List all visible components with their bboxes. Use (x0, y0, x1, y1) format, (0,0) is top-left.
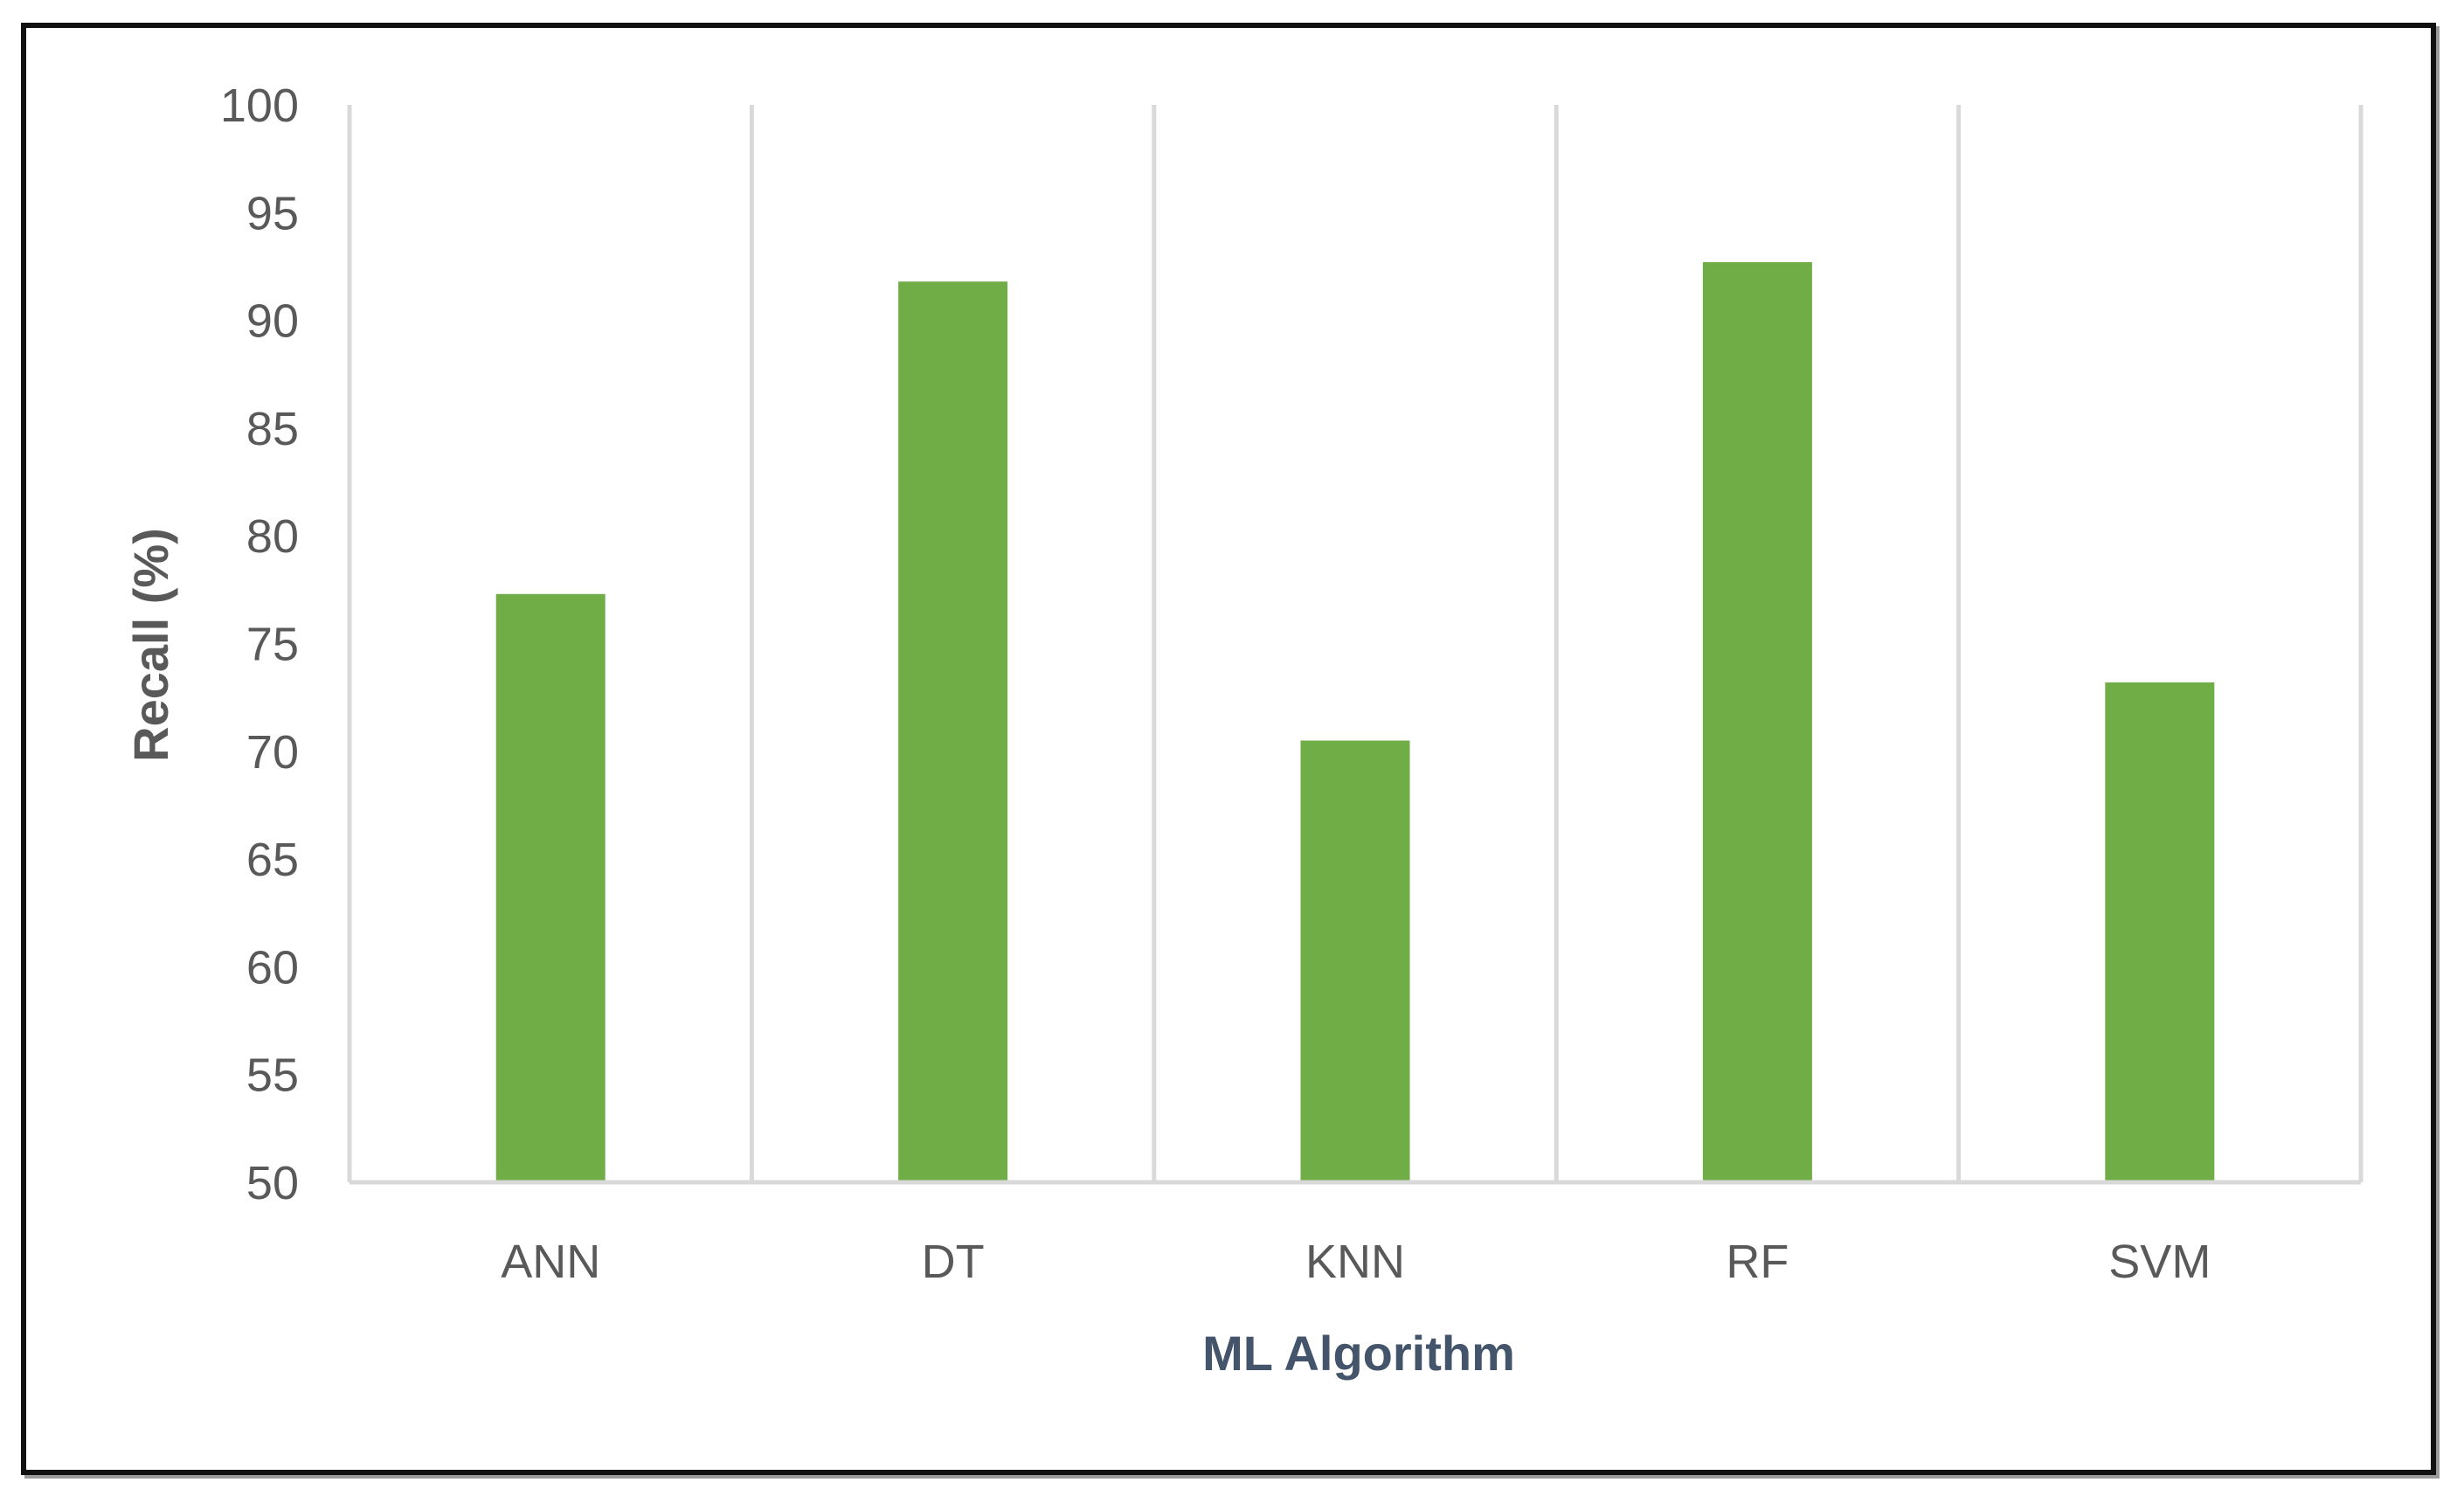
y-tick-label: 100 (220, 80, 299, 132)
x-tick-label: DT (922, 1236, 985, 1288)
x-tick-label: SVM (2108, 1236, 2211, 1288)
x-tick-label: RF (1726, 1236, 1789, 1288)
x-tick-label: ANN (501, 1236, 600, 1288)
y-tick-label: 65 (246, 834, 299, 886)
y-tick-label: 50 (246, 1157, 299, 1209)
y-tick-label: 80 (246, 510, 299, 563)
gridlines (347, 105, 2364, 1182)
x-tick-label: KNN (1305, 1236, 1405, 1288)
x-axis-title: ML Algorithm (1202, 1326, 1515, 1381)
y-tick-label: 90 (246, 295, 299, 348)
y-tick-labels: 50 55 60 65 70 75 80 85 90 95 100 (220, 80, 299, 1209)
y-tick-label: 85 (246, 403, 299, 455)
y-tick-label: 95 (246, 187, 299, 239)
chart-frame (21, 23, 2436, 1475)
y-tick-label: 55 (246, 1049, 299, 1102)
bar-svm (2105, 682, 2215, 1182)
bar-dt (898, 281, 1008, 1182)
bar-ann (495, 593, 606, 1182)
y-axis-title: Recall (%) (123, 528, 178, 762)
bar-knn (1300, 740, 1410, 1182)
bar-rf (1702, 262, 1812, 1182)
y-tick-label: 75 (246, 619, 299, 671)
x-tick-labels: ANN DT KNN RF SVM (501, 1236, 2211, 1288)
bars (495, 262, 2215, 1182)
y-tick-label: 70 (246, 726, 299, 779)
y-tick-label: 60 (246, 941, 299, 994)
